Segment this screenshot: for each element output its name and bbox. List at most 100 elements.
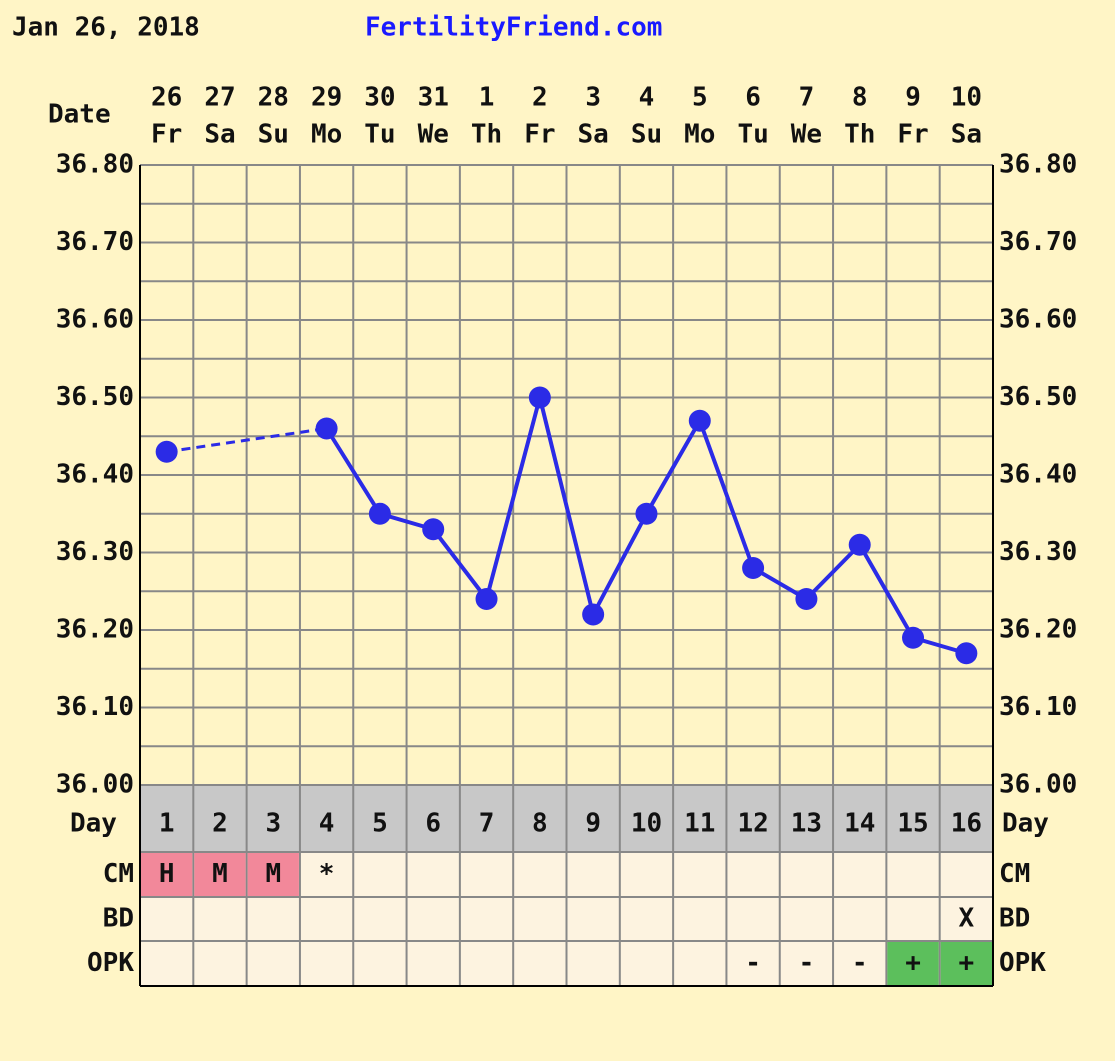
temperature-point xyxy=(528,386,551,409)
temperature-point xyxy=(475,588,498,610)
cell-value: X xyxy=(959,904,975,934)
y2-tick-label: 36.30 xyxy=(999,537,1077,567)
temperature-point xyxy=(368,502,391,525)
weekday-label: We xyxy=(418,120,449,150)
date-label: Date xyxy=(48,100,111,130)
y-tick-label: 36.20 xyxy=(56,615,134,645)
date-label: 9 xyxy=(905,83,921,113)
temperature-point xyxy=(795,588,818,610)
day-number: 15 xyxy=(897,809,928,839)
day-number: 9 xyxy=(585,809,601,839)
date-label: 2 xyxy=(532,83,548,113)
date-label: 28 xyxy=(258,83,289,113)
chart-title: Jan 26, 2018 xyxy=(12,13,200,43)
day-label: Day xyxy=(70,809,117,839)
y2-tick-label: 36.70 xyxy=(999,227,1077,257)
cell-value: + xyxy=(959,948,975,978)
day-number: 5 xyxy=(372,809,388,839)
cell-value: - xyxy=(745,948,761,978)
gap-connector xyxy=(166,427,327,454)
date-label: 27 xyxy=(204,83,235,113)
y-tick-label: 36.60 xyxy=(56,305,134,335)
day-number: 6 xyxy=(425,809,441,839)
cell-highlight xyxy=(887,942,939,985)
temperature-point xyxy=(422,518,445,541)
y2-tick-label: 36.50 xyxy=(999,382,1077,412)
weekday-label: Su xyxy=(631,120,662,150)
weekday-label: Mo xyxy=(311,120,342,150)
cell-value: H xyxy=(159,859,175,889)
date-label: 5 xyxy=(692,83,708,113)
weekday-label: Tu xyxy=(737,120,768,150)
day-number: 11 xyxy=(684,809,715,839)
weekday-label: Sa xyxy=(578,120,609,150)
cell-value: + xyxy=(905,948,921,978)
y-tick-label: 36.10 xyxy=(56,692,134,722)
temperature-point xyxy=(688,409,711,432)
temperature-point xyxy=(582,603,605,626)
row-label: BD xyxy=(999,904,1030,934)
day-number: 16 xyxy=(951,809,982,839)
cell-value: - xyxy=(852,948,868,978)
date-label: 6 xyxy=(745,83,761,113)
temperature-point xyxy=(635,502,658,525)
y-tick-label: 36.30 xyxy=(56,537,134,567)
y2-tick-label: 36.40 xyxy=(999,460,1077,490)
date-label: 8 xyxy=(852,83,868,113)
y-tick-label: 36.80 xyxy=(56,150,134,180)
day-number: 8 xyxy=(532,809,548,839)
day-number: 12 xyxy=(737,809,768,839)
weekday-label: Sa xyxy=(204,120,235,150)
cell-value: * xyxy=(319,859,335,889)
cell-highlight xyxy=(247,853,299,896)
y2-tick-label: 36.60 xyxy=(999,305,1077,335)
day-number: 4 xyxy=(319,809,335,839)
row-label: BD xyxy=(103,904,134,934)
day-number: 10 xyxy=(631,809,662,839)
weekday-label: Fr xyxy=(151,120,182,150)
day-label: Day xyxy=(1002,809,1049,839)
y2-tick-label: 36.20 xyxy=(999,615,1077,645)
day-number: 2 xyxy=(212,809,228,839)
weekday-label: We xyxy=(791,120,822,150)
row-label: CM xyxy=(103,859,134,889)
day-number: 3 xyxy=(265,809,281,839)
cell-highlight xyxy=(194,853,246,896)
temperature-point xyxy=(955,642,978,665)
date-label: 29 xyxy=(311,83,342,113)
cell-value: M xyxy=(212,859,228,889)
date-label: 10 xyxy=(951,83,982,113)
date-label: 7 xyxy=(799,83,815,113)
y2-tick-label: 36.10 xyxy=(999,692,1077,722)
row-label: OPK xyxy=(87,948,134,978)
y2-tick-label: 36.00 xyxy=(999,770,1077,800)
weekday-label: Th xyxy=(471,120,502,150)
temperature-point xyxy=(315,417,338,440)
date-label: 30 xyxy=(364,83,395,113)
temperature-point xyxy=(848,533,871,556)
weekday-label: Fr xyxy=(524,120,555,150)
cell-value: - xyxy=(799,948,815,978)
date-label: 3 xyxy=(585,83,601,113)
weekday-label: Sa xyxy=(951,120,982,150)
day-number: 1 xyxy=(159,809,175,839)
cell-highlight xyxy=(141,853,193,896)
y-tick-label: 36.70 xyxy=(56,227,134,257)
cell-value: M xyxy=(265,859,281,889)
weekday-label: Tu xyxy=(364,120,395,150)
row-label: OPK xyxy=(999,948,1046,978)
y2-tick-label: 36.80 xyxy=(999,150,1077,180)
date-label: 1 xyxy=(479,83,495,113)
y-tick-label: 36.50 xyxy=(56,382,134,412)
y-tick-label: 36.00 xyxy=(56,770,134,800)
weekday-label: Fr xyxy=(897,120,928,150)
temperature-point xyxy=(155,440,178,463)
row-label: CM xyxy=(999,859,1030,889)
date-label: 26 xyxy=(151,83,182,113)
site-name: FertilityFriend.com xyxy=(365,13,662,43)
day-number: 14 xyxy=(844,809,875,839)
temperature-point xyxy=(742,557,765,579)
weekday-label: Mo xyxy=(684,120,715,150)
temperature-point xyxy=(902,626,925,649)
